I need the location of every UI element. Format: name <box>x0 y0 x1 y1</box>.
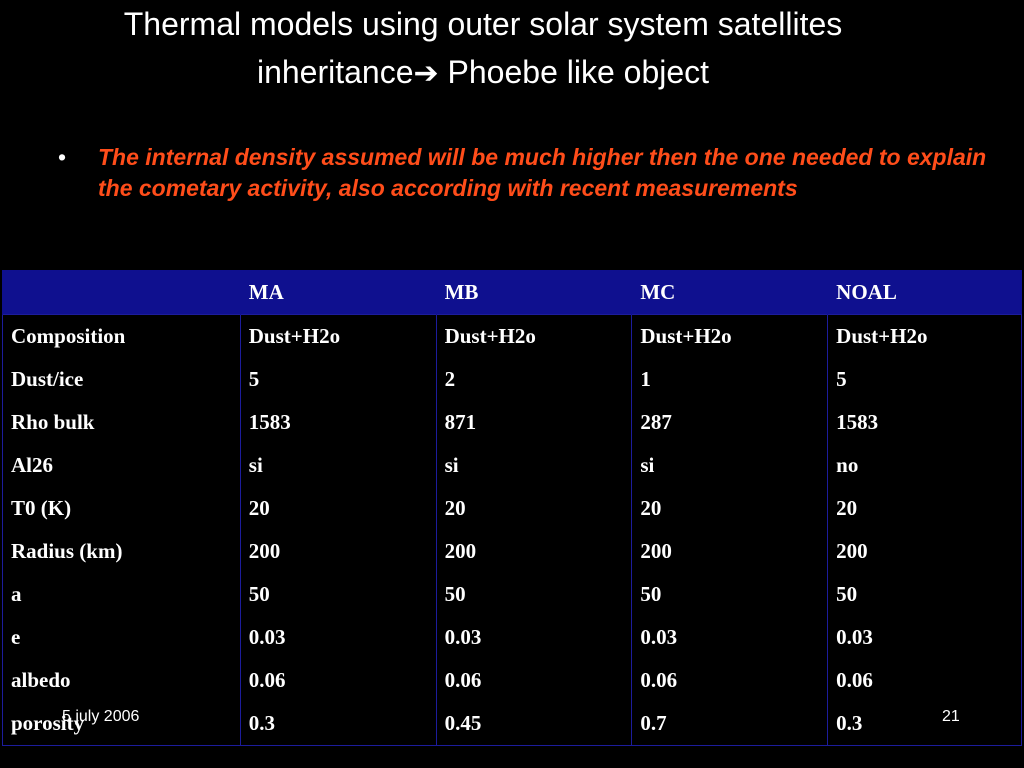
table-cell: si <box>239 444 437 487</box>
table-cell: 0.03 <box>435 616 633 659</box>
bullet-icon: • <box>58 144 67 170</box>
table-cell: 0.06 <box>631 659 829 702</box>
table-cell: Dust+H2o <box>239 314 437 358</box>
table-row: T0 (K) 20 20 20 20 <box>2 487 1022 530</box>
parameters-table: MA MB MC NOAL Composition Dust+H2o Dust+H2o Du… <box>2 270 1022 746</box>
table-cell: 0.03 <box>631 616 829 659</box>
table-row: e 0.03 0.03 0.03 0.03 <box>2 616 1022 659</box>
row-label: e <box>2 616 241 659</box>
table-cell: Dust+H2o <box>631 314 829 358</box>
row-label: Dust/ice <box>2 358 241 401</box>
column-header: MA <box>239 270 437 315</box>
table-cell: 0.06 <box>239 659 437 702</box>
table-row: a 50 50 50 50 <box>2 573 1022 616</box>
table-cell: 287 <box>631 401 829 444</box>
table-cell: 0.3 <box>239 702 437 746</box>
column-header: MB <box>435 270 632 315</box>
table-cell: 0.06 <box>827 659 1022 702</box>
row-label: Al26 <box>2 444 241 487</box>
table-row: Dust/ice 5 2 1 5 <box>2 358 1022 401</box>
table-cell: 5 <box>827 358 1022 401</box>
table-cell: 200 <box>435 530 633 573</box>
table-cell: no <box>827 444 1022 487</box>
slide-title: Thermal models using outer solar system … <box>0 0 966 98</box>
table-cell: 50 <box>239 573 437 616</box>
title-line-2-start: inheritance <box>256 54 414 90</box>
table-cell: 0.03 <box>827 616 1022 659</box>
title-line-2: inheritance➔ Phoebe like object <box>0 48 966 98</box>
table-cell: 0.45 <box>435 702 633 746</box>
title-line-2-end: Phoebe like object <box>438 54 710 90</box>
table-cell: 200 <box>239 530 437 573</box>
table-row: Radius (km) 200 200 200 200 <box>2 530 1022 573</box>
table-cell: 20 <box>239 487 437 530</box>
table-cell: 20 <box>827 487 1022 530</box>
table-cell: 1 <box>631 358 829 401</box>
table-cell: 1583 <box>827 401 1022 444</box>
table-row: porosity 0.3 0.45 0.7 0.3 <box>2 702 1022 746</box>
table-row: Rho bulk 1583 871 287 1583 <box>2 401 1022 444</box>
table-cell: 200 <box>827 530 1022 573</box>
table-cell: 200 <box>631 530 829 573</box>
column-header: MC <box>631 270 828 315</box>
right-arrow-icon: ➔ <box>413 57 439 90</box>
table-cell: 0.06 <box>435 659 633 702</box>
table-cell: 50 <box>631 573 829 616</box>
row-label: porosity <box>2 702 241 746</box>
table-cell: 0.7 <box>631 702 829 746</box>
table-cell: 20 <box>435 487 633 530</box>
table-cell: 0.3 <box>827 702 1022 746</box>
row-label: Rho bulk <box>2 401 241 444</box>
table-body: Composition Dust+H2o Dust+H2o Dust+H2o Dust+… <box>2 314 1022 746</box>
table-cell: 0.03 <box>239 616 437 659</box>
table-cell: si <box>631 444 829 487</box>
table-cell: 50 <box>435 573 633 616</box>
row-label: Radius (km) <box>2 530 241 573</box>
row-label: albedo <box>2 659 241 702</box>
page-number: 21 <box>942 708 960 725</box>
table-cell: 20 <box>631 487 829 530</box>
table-header-row: MA MB MC NOAL <box>2 270 1022 315</box>
table-cell: 1583 <box>239 401 437 444</box>
title-line-1: Thermal models using outer solar system … <box>123 6 843 42</box>
bullet-list: • The internal density assumed will be m… <box>58 142 1008 204</box>
table-cell: 871 <box>435 401 633 444</box>
row-label: T0 (K) <box>2 487 241 530</box>
column-header: NOAL <box>827 270 1022 315</box>
table-cell: 2 <box>435 358 633 401</box>
table-cell: 50 <box>827 573 1022 616</box>
footer-date: 5 july 2006 <box>62 708 140 725</box>
table-cell: si <box>435 444 633 487</box>
table-row: Composition Dust+H2o Dust+H2o Dust+H2o Dust+… <box>2 314 1022 358</box>
table-row: Al26 si si si no <box>2 444 1022 487</box>
column-header <box>2 270 241 315</box>
row-label: a <box>2 573 241 616</box>
table-cell: 5 <box>239 358 437 401</box>
table-cell: Dust+H2o <box>827 314 1022 358</box>
table-cell: Dust+H2o <box>435 314 633 358</box>
row-label: Composition <box>2 314 241 358</box>
table-row: albedo 0.06 0.06 0.06 0.06 <box>2 659 1022 702</box>
bullet-text: The internal density assumed will be muc… <box>98 144 987 201</box>
